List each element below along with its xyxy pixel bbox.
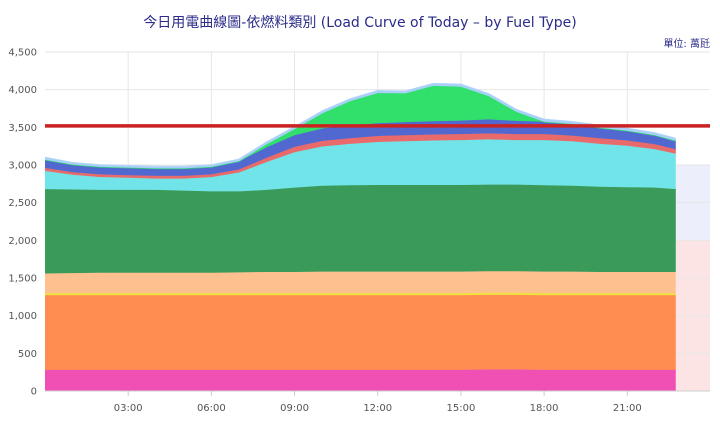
x-tick-label: 06:00 — [197, 403, 226, 414]
area-series-9 — [45, 85, 676, 169]
y-tick-label: 0 — [31, 387, 37, 398]
area-series-edge-10 — [44, 82, 676, 168]
y-tick-label: 1,500 — [8, 274, 37, 285]
area-series-1 — [45, 369, 676, 391]
x-tick-label: 09:00 — [280, 403, 309, 414]
area-series-8 — [45, 119, 676, 176]
unit-label: 單位: 萬瓩 — [663, 39, 710, 50]
x-tick-label: 03:00 — [114, 403, 143, 414]
area-series-6 — [45, 139, 676, 192]
x-tick-label: 21:00 — [613, 403, 642, 414]
x-tick-label: 18:00 — [530, 403, 559, 414]
chart-title: 今日用電曲線圖-依燃料類別 (Load Curve of Today – by … — [143, 15, 577, 31]
area-series-4 — [45, 271, 676, 294]
y-tick-label: 2,000 — [8, 236, 37, 247]
y-axis-ticks: 0 500 1,000 1,500 2,000 2,500 3,000 3,500 4,000 4… — [8, 48, 37, 398]
area-series-5 — [45, 184, 676, 274]
y-tick-label: 1,000 — [8, 311, 37, 322]
x-axis-ticks: 03:00 06:00 09:00 12:00 15:00 18:00 21:00 — [45, 390, 710, 414]
area-series-2 — [45, 294, 676, 370]
y-tick-label: 2,500 — [8, 198, 37, 209]
y-tick-label: 4,000 — [8, 85, 37, 96]
x-tick-label: 12:00 — [363, 403, 392, 414]
y-tick-label: 3,000 — [8, 161, 37, 172]
x-tick-label: 15:00 — [446, 403, 475, 414]
y-tick-label: 500 — [18, 349, 37, 360]
area-series-7 — [45, 133, 676, 179]
y-tick-label: 4,500 — [8, 48, 37, 59]
stacked-areas — [44, 82, 676, 391]
y-tick-label: 3,500 — [8, 123, 37, 134]
